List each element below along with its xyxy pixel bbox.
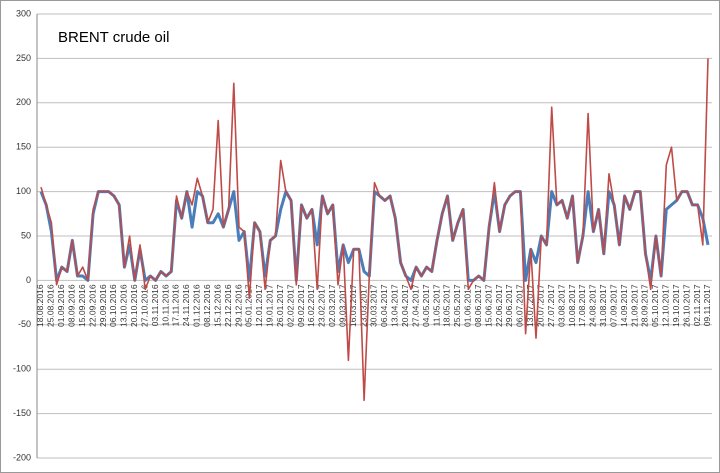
- x-tick-label: 04.05.2017: [421, 284, 431, 327]
- x-tick-label: 22.09.2016: [87, 284, 97, 327]
- x-tick-label: 08.12.2016: [202, 284, 212, 327]
- x-tick-label: 20.10.2016: [129, 284, 139, 327]
- y-tick-label: 100: [16, 186, 31, 196]
- x-tick-label: 30.03.2017: [369, 284, 379, 327]
- y-tick-label: -50: [18, 319, 31, 329]
- y-tick-label: 150: [16, 142, 31, 152]
- y-tick-label: 0: [26, 275, 31, 285]
- x-tick-label: 03.08.2017: [556, 284, 566, 327]
- x-tick-label: 17.08.2017: [577, 284, 587, 327]
- x-tick-label: 24.08.2017: [588, 284, 598, 327]
- x-tick-label: 05.01.2017: [244, 284, 254, 327]
- x-tick-label: 16.03.2017: [348, 284, 358, 327]
- x-tick-label: 15.06.2017: [483, 284, 493, 327]
- x-tick-label: 18.05.2017: [442, 284, 452, 327]
- x-tick-label: 09.02.2017: [296, 284, 306, 327]
- y-tick-label: -100: [13, 364, 31, 374]
- x-tick-label: 08.09.2016: [67, 284, 77, 327]
- y-tick-label: 200: [16, 97, 31, 107]
- x-tick-label: 01.06.2017: [463, 284, 473, 327]
- x-tick-label: 02.11.2017: [692, 284, 702, 326]
- x-tick-label: 07.09.2017: [608, 284, 618, 327]
- x-tick-label: 02.02.2017: [285, 284, 295, 327]
- x-tick-label: 27.07.2017: [546, 284, 556, 327]
- x-tick-label: 09.11.2017: [702, 284, 712, 326]
- x-tick-label: 08.06.2017: [473, 284, 483, 327]
- x-tick-label: 27.10.2016: [139, 284, 149, 327]
- x-tick-label: 06.04.2017: [379, 284, 389, 327]
- x-tick-label: 23.02.2017: [317, 284, 327, 327]
- x-tick-label: 12.10.2017: [661, 284, 671, 327]
- x-tick-label: 27.04.2017: [410, 284, 420, 327]
- x-tick-label: 02.03.2017: [327, 284, 337, 327]
- x-tick-label: 05.10.2017: [650, 284, 660, 327]
- x-tick-label: 22.12.2016: [223, 284, 233, 327]
- x-tick-label: 23.03.2017: [358, 284, 368, 327]
- x-tick-label: 13.04.2017: [390, 284, 400, 327]
- x-tick-label: 29.12.2016: [233, 284, 243, 327]
- x-tick-label: 28.09.2017: [640, 284, 650, 327]
- x-tick-label: 17.11.2016: [171, 284, 181, 326]
- data-line: [40, 58, 709, 402]
- x-tick-label: 09.03.2017: [337, 284, 347, 327]
- x-tick-label: 26.10.2017: [681, 284, 691, 327]
- y-tick-label: 50: [21, 230, 31, 240]
- x-tick-label: 13.07.2017: [525, 284, 535, 327]
- x-tick-label: 21.09.2017: [629, 284, 639, 327]
- chart-title: BRENT crude oil: [58, 29, 169, 46]
- x-tick-label: 14.09.2017: [619, 284, 629, 327]
- x-tick-label: 13.10.2016: [119, 284, 129, 327]
- x-tick-label: 03.11.2016: [150, 284, 160, 326]
- x-tick-label: 16.02.2017: [306, 284, 316, 327]
- x-tick-label: 15.12.2016: [212, 284, 222, 327]
- x-tick-label: 29.09.2016: [98, 284, 108, 327]
- x-tick-label: 25.08.2016: [46, 284, 56, 327]
- x-tick-label: 10.11.2016: [160, 284, 170, 326]
- x-tick-label: 19.10.2017: [671, 284, 681, 327]
- x-tick-label: 31.08.2017: [598, 284, 608, 327]
- y-tick-label: -150: [13, 408, 31, 418]
- y-tick-label: -200: [13, 452, 31, 462]
- x-tick-label: 06.10.2016: [108, 284, 118, 327]
- y-tick-label: 300: [16, 8, 31, 18]
- x-tick-label: 20.04.2017: [400, 284, 410, 327]
- x-tick-label: 01.09.2016: [56, 284, 66, 327]
- x-tick-label: 25.05.2017: [452, 284, 462, 327]
- x-tick-label: 10.08.2017: [567, 284, 577, 327]
- x-tick-label: 12.01.2017: [254, 284, 264, 327]
- x-tick-label: 11.05.2017: [431, 284, 441, 326]
- y-tick-label: 250: [16, 53, 31, 63]
- x-tick-label: 18.08.2016: [35, 284, 45, 327]
- x-tick-label: 15.09.2016: [77, 284, 87, 327]
- x-tick-label: 24.11.2016: [181, 284, 191, 326]
- x-tick-label: 20.07.2017: [536, 284, 546, 327]
- x-tick-label: 06.07.2017: [515, 284, 525, 327]
- x-tick-label: 19.01.2017: [265, 284, 275, 327]
- x-tick-label: 01.12.2016: [192, 284, 202, 327]
- x-tick-label: 29.06.2017: [504, 284, 514, 327]
- x-tick-label: 26.01.2017: [275, 284, 285, 327]
- x-tick-label: 22.06.2017: [494, 284, 504, 327]
